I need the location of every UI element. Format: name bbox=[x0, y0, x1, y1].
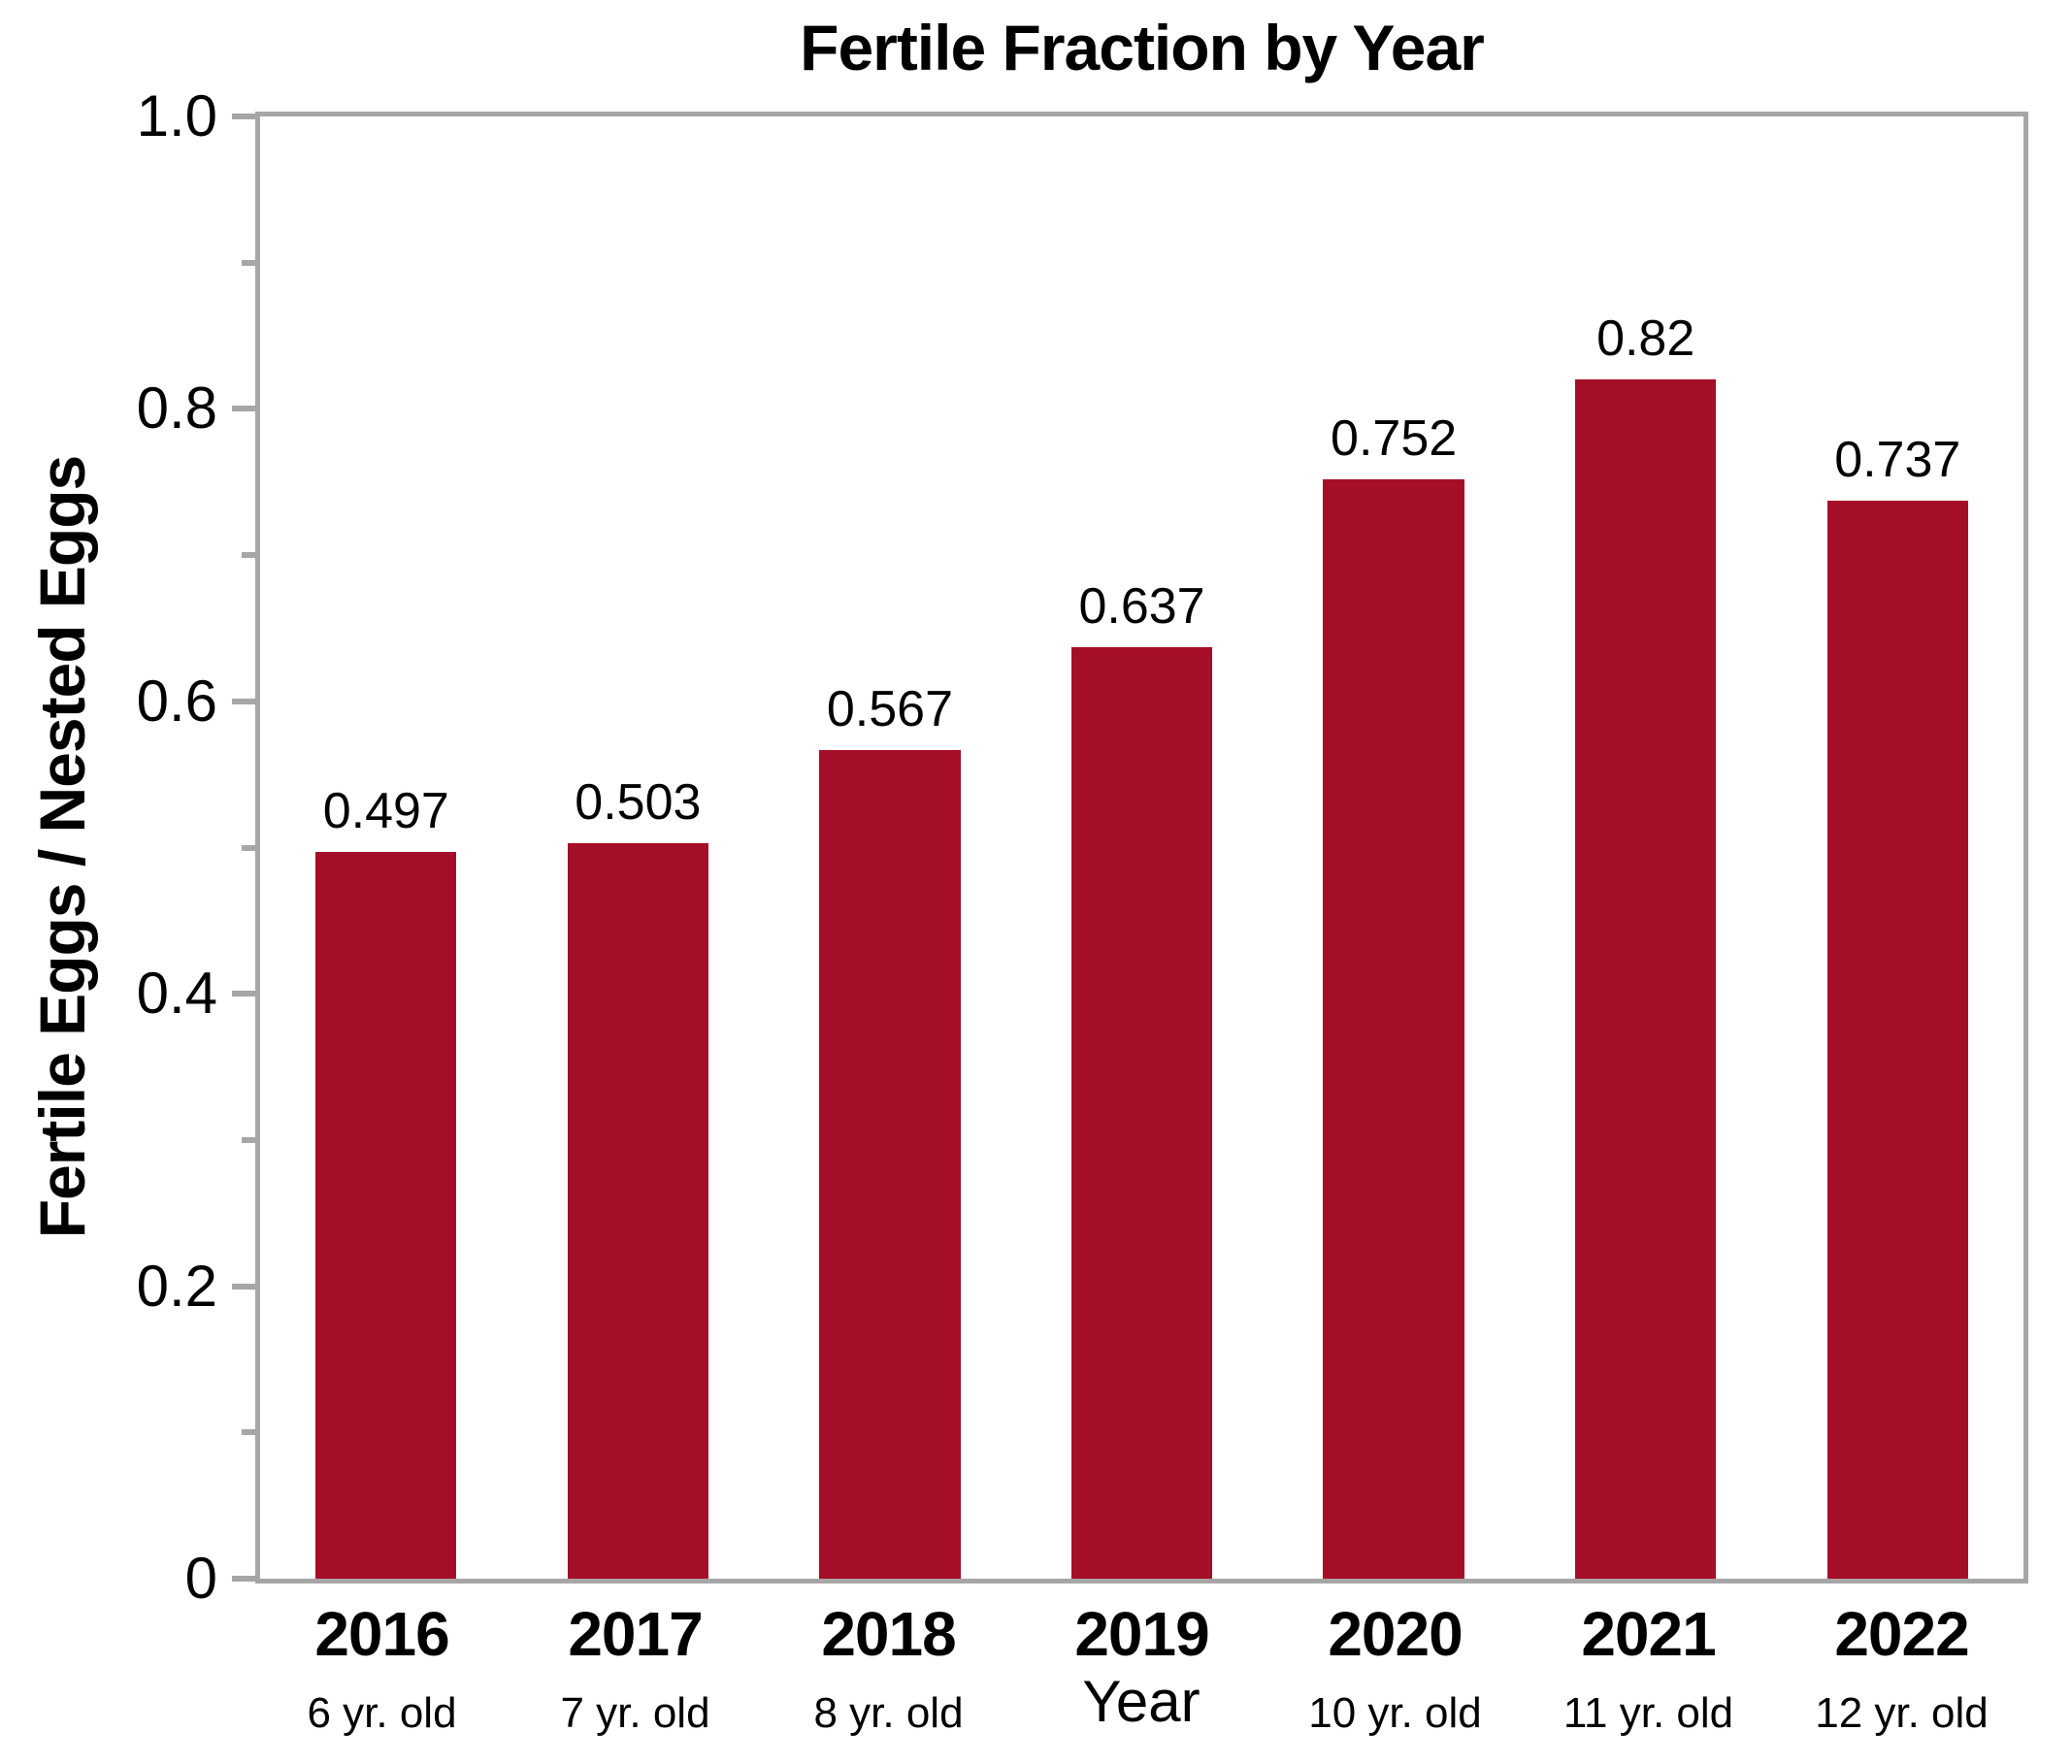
bar bbox=[1826, 501, 1968, 1579]
x-label-column-2016: 2016 6 yr. old bbox=[255, 1603, 509, 1735]
bar-value-label: 0.752 bbox=[1331, 409, 1458, 467]
y-major-tick bbox=[232, 1283, 255, 1290]
x-label-column-2018: 2018 8 yr. old bbox=[762, 1603, 1015, 1735]
bar bbox=[1323, 478, 1464, 1579]
y-tick-label: 0.8 bbox=[136, 376, 217, 441]
bar-slot-2022: 0.737 bbox=[1771, 116, 2023, 1579]
y-axis-labels: 1.0 0.8 0.6 0.4 0.2 0 bbox=[0, 87, 217, 1608]
y-major-tick bbox=[232, 406, 255, 412]
plot-area: 0.497 0.503 0.567 0.637 0.752 0.82 0.737 bbox=[255, 112, 2028, 1584]
chart-title: Fertile Fraction by Year bbox=[800, 12, 1485, 83]
x-tick-label: 2019 bbox=[1074, 1599, 1209, 1669]
x-tick-label: 2020 bbox=[1328, 1599, 1463, 1669]
y-tick-label: 0.2 bbox=[136, 1253, 217, 1319]
y-major-tick bbox=[232, 1576, 255, 1582]
age-annotation: 12 yr. old bbox=[1815, 1689, 1989, 1737]
y-axis-ticks bbox=[232, 114, 255, 1582]
x-label-column-2019: 2019 bbox=[1015, 1603, 1268, 1735]
bar-value-label: 0.503 bbox=[575, 773, 702, 831]
y-tick-label: 0.4 bbox=[136, 961, 217, 1027]
x-label-column-2020: 2020 10 yr. old bbox=[1268, 1603, 1522, 1735]
bar bbox=[567, 842, 709, 1579]
x-tick-label: 2021 bbox=[1581, 1599, 1716, 1669]
x-label-column-2017: 2017 7 yr. old bbox=[509, 1603, 762, 1735]
bar-value-label: 0.567 bbox=[826, 680, 954, 737]
bar bbox=[1070, 647, 1213, 1579]
bar-value-label: 0.637 bbox=[1078, 578, 1205, 636]
x-label-column-2022: 2022 12 yr. old bbox=[1775, 1603, 2028, 1735]
bar-slot-2021: 0.82 bbox=[1520, 116, 1772, 1579]
y-tick-label: 1.0 bbox=[136, 83, 217, 148]
age-annotation: 7 yr. old bbox=[560, 1689, 710, 1737]
age-annotation: 8 yr. old bbox=[813, 1689, 964, 1737]
bar-slot-2019: 0.637 bbox=[1016, 116, 1268, 1579]
y-major-tick bbox=[232, 991, 255, 997]
y-tick-label: 0.6 bbox=[136, 668, 217, 734]
bar-slot-2017: 0.503 bbox=[512, 116, 765, 1579]
x-tick-label: 2022 bbox=[1834, 1599, 1969, 1669]
x-label-column-2021: 2021 11 yr. old bbox=[1522, 1603, 1775, 1735]
bar bbox=[315, 852, 457, 1579]
bar-value-label: 0.497 bbox=[322, 783, 449, 840]
bar-slot-2018: 0.567 bbox=[764, 116, 1016, 1579]
y-minor-tick bbox=[242, 1136, 255, 1143]
bar-value-label: 0.82 bbox=[1596, 310, 1695, 368]
x-tick-label: 2016 bbox=[314, 1599, 449, 1669]
y-minor-tick bbox=[242, 259, 255, 266]
age-annotation: 6 yr. old bbox=[307, 1689, 457, 1737]
y-major-tick bbox=[232, 698, 255, 704]
bars: 0.497 0.503 0.567 0.637 0.752 0.82 0.737 bbox=[260, 116, 2023, 1579]
x-axis-title: Year bbox=[1082, 1669, 1200, 1734]
y-tick-label: 0 bbox=[184, 1546, 217, 1611]
bar-slot-2020: 0.752 bbox=[1267, 116, 1520, 1579]
y-major-tick bbox=[232, 114, 255, 119]
bar-value-label: 0.737 bbox=[1834, 432, 1961, 489]
age-annotation: 11 yr. old bbox=[1562, 1689, 1734, 1737]
x-tick-label: 2017 bbox=[568, 1599, 703, 1669]
y-minor-tick bbox=[242, 552, 255, 559]
age-annotation: 10 yr. old bbox=[1308, 1689, 1482, 1737]
bar bbox=[819, 749, 961, 1579]
x-tick-label: 2018 bbox=[821, 1599, 956, 1669]
x-axis-labels: 2016 6 yr. old 2017 7 yr. old 2018 8 yr. old 2… bbox=[255, 1603, 2028, 1735]
y-minor-tick bbox=[242, 1429, 255, 1436]
bar bbox=[1575, 379, 1717, 1579]
bar-slot-2016: 0.497 bbox=[260, 116, 512, 1579]
y-minor-tick bbox=[242, 844, 255, 851]
